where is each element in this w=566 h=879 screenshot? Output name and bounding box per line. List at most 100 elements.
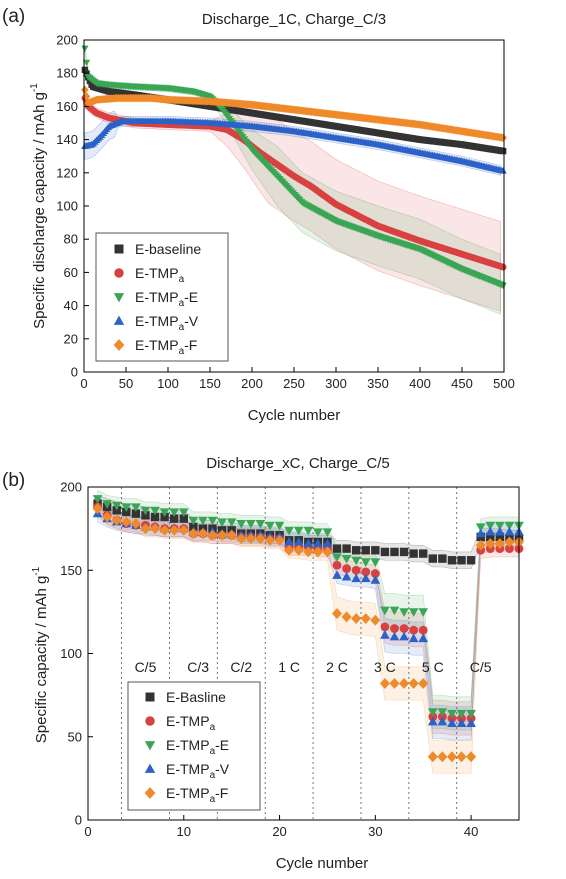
point-e-tmpa-f: [379, 678, 390, 689]
point-e-basline: [428, 554, 437, 563]
point-e-tmpa-f: [456, 751, 467, 763]
point-e-tmpa-f: [293, 544, 304, 556]
point-e-tmpa-v: [303, 538, 314, 548]
point-e-tmpa-v: [485, 526, 496, 536]
rate-label: C/5: [135, 659, 157, 675]
point-e-tmpa-f: [197, 528, 208, 540]
point-e-tmpa-f: [178, 524, 189, 536]
legend-label-e-tmpa-e: E-TMPa-E: [166, 737, 229, 757]
x-axis-label-a: Cycle number: [248, 407, 341, 424]
point-e-tmpa-e: [81, 45, 89, 53]
point-e-tmpa-f: [102, 511, 113, 523]
x-tick-label-a: 300: [325, 376, 347, 391]
point-e-basline: [361, 546, 370, 555]
x-tick-label-b: 30: [368, 824, 382, 839]
rate-label: C/2: [230, 659, 252, 675]
point-e-tmpa-e: [322, 528, 333, 537]
series-e-tmpa-f: [92, 503, 525, 763]
point-e-tmpa-f: [159, 524, 170, 536]
y-tick-label-b: 200: [60, 480, 82, 495]
point-e-tmpa: [361, 567, 371, 577]
point-e-tmpa-e: [360, 558, 371, 567]
point-e-tmpa-f: [312, 546, 323, 558]
point-e-tmpa-f: [130, 518, 141, 530]
point-e-basline: [419, 549, 428, 558]
legend-label-e-tmpa: E-TMPa: [135, 265, 185, 285]
legend-a: E-baseline E-TMPa E-TMPa-E E-TMPa-V E-TMPa-F: [95, 232, 229, 362]
y-tick-label-a: 0: [71, 365, 78, 380]
point-e-basline: [447, 556, 457, 565]
point-e-baseline: [499, 147, 507, 155]
point-e-tmpa-f: [418, 678, 429, 689]
panel-label-a: (a): [2, 6, 25, 27]
point-e-tmpa-v: [380, 630, 390, 639]
x-tick-label-a: 50: [119, 376, 133, 391]
point-e-tmpa-e: [102, 500, 112, 509]
point-e-tmpa-f: [389, 678, 400, 689]
legend-label-e-baseline: E-baseline: [135, 241, 201, 257]
rate-dividers-b: [121, 487, 458, 820]
rate-label: 3 C: [374, 659, 396, 675]
rate-labels-b: C/5 C/3 C/2 1 C 2 C 3 C 5 C C/5: [135, 659, 492, 675]
point-e-tmpa-e: [437, 708, 448, 717]
point-e-tmpa-e: [121, 503, 132, 513]
point-e-tmpa-e: [150, 506, 160, 516]
y-axis-label-a: Specific discharge capacity / mAh g-1: [29, 83, 48, 329]
point-e-tmpa-v: [370, 575, 381, 584]
point-e-tmpa-f: [150, 523, 161, 535]
point-e-basline: [131, 509, 141, 518]
point-e-tmpa-f: [499, 133, 507, 142]
point-e-tmpa-e: [140, 506, 151, 516]
point-e-tmpa-f: [303, 546, 314, 558]
point-e-tmpa-f: [485, 538, 496, 550]
point-e-tmpa-f: [82, 92, 91, 101]
plot-area-b: [92, 495, 525, 763]
y-tick-label-a: 40: [64, 298, 78, 313]
point-e-tmpa-e: [178, 508, 189, 518]
point-e-tmpa-f: [504, 536, 515, 548]
point-e-tmpa-v: [504, 526, 515, 536]
y-tick-label-a: 20: [64, 331, 78, 346]
point-e-tmpa-v: [408, 633, 419, 643]
legend-label-e-basline: E-Basline: [166, 689, 226, 705]
legend-label-e-tmpa-v: E-TMPa-V: [135, 313, 199, 333]
point-e-tmpa-e: [159, 508, 170, 518]
point-e-tmpa-f: [351, 613, 362, 624]
point-e-tmpa-f: [331, 608, 343, 619]
chart-title-b: Discharge_xC, Charge_C/5: [206, 455, 389, 472]
plot-area-a: [81, 45, 507, 290]
point-e-tmpa: [505, 544, 514, 554]
rate-label: C/3: [187, 659, 209, 675]
point-e-tmpa-e: [351, 556, 362, 566]
x-tick-label-b: 0: [84, 824, 91, 839]
point-e-tmpa-v: [418, 633, 429, 643]
point-e-tmpa-e: [389, 606, 400, 616]
x-tick-label-a: 450: [451, 376, 473, 391]
point-e-tmpa: [390, 624, 399, 633]
chart-title-a: Discharge_1C, Charge_C/3: [202, 11, 386, 28]
point-e-tmpa-f: [322, 546, 333, 558]
point-e-tmpa-e: [485, 521, 496, 531]
point-e-tmpa-f: [466, 751, 477, 763]
point-e-tmpa-e: [399, 608, 409, 617]
point-e-tmpa-e: [226, 518, 237, 528]
point-e-basline: [170, 514, 179, 523]
y-tick-label-a: 200: [56, 33, 78, 48]
y-tick-label-a: 120: [56, 165, 78, 180]
point-e-tmpa-v: [284, 536, 294, 546]
point-e-tmpa-v: [341, 571, 352, 581]
point-e-tmpa-v: [427, 716, 438, 726]
point-e-tmpa-e: [466, 709, 476, 719]
x-tick-label-a: 150: [199, 376, 221, 391]
point-e-tmpa-v: [495, 526, 505, 536]
point-e-tmpa-e: [245, 520, 256, 529]
legend-marker-e-basline: [145, 692, 155, 702]
point-e-basline: [457, 556, 466, 565]
panel-b: (b) Discharge_xC, Charge_C/5 C/5 C/3 C/2 1 …: [2, 455, 525, 872]
point-e-tmpa-e: [284, 526, 294, 536]
legend-b: E-Basline E-TMPa E-TMPa-E E-TMPa-V E-TMPa-F: [127, 681, 261, 811]
x-tick-label-a: 350: [367, 376, 389, 391]
legend-marker-e-tmpa-e: [113, 293, 125, 303]
y-tick-label-a: 100: [56, 199, 78, 214]
